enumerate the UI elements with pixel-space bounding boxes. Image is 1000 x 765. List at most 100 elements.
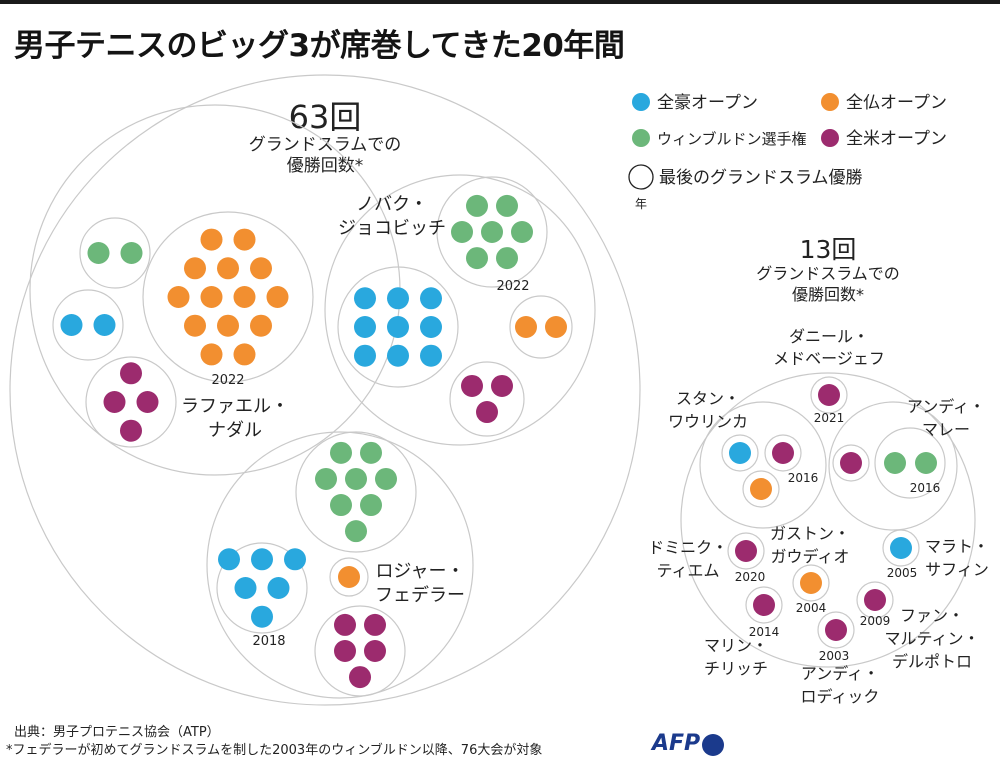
- title-dot-us-thiem: [735, 540, 757, 562]
- title-dot-us-nadal: [103, 391, 126, 413]
- player-name-line1: ファン・: [900, 606, 964, 625]
- player-name-line2: チリッチ: [704, 659, 768, 678]
- title-dot-aus-federer: [218, 548, 240, 571]
- legend-label-fr: 全仏オープン: [846, 93, 947, 113]
- player-ring-gaudio: [792, 564, 830, 602]
- player-name-line2: サフィン: [925, 560, 989, 579]
- big3-total-count: 63回: [289, 98, 362, 136]
- surface-ring: [832, 444, 870, 482]
- title-dot-aus-nadal: [60, 314, 83, 336]
- big3-outer-circle: [9, 74, 641, 706]
- title-dot-us-federer: [334, 640, 356, 662]
- player-name-line1: ダニール・: [789, 327, 869, 346]
- title-dot-fr-nadal: [200, 228, 223, 251]
- title-dot-us-murray: [840, 452, 862, 474]
- player-name-line1: ノバク・: [356, 194, 428, 215]
- legend-label-aus: 全豪オープン: [657, 92, 758, 113]
- title-dot-wim-djokovic: [511, 221, 533, 243]
- surface-ring: [764, 434, 802, 472]
- player-group-thiem: 2020 ドミニク・ ティエム: [648, 532, 766, 584]
- title-dot-aus-federer: [234, 577, 257, 599]
- surface-ring: [337, 266, 459, 388]
- surface-ring: [509, 295, 573, 359]
- title-dot-us-wawrinka: [772, 442, 794, 464]
- title-dot-us-djokovic: [491, 374, 513, 397]
- title-dot-aus-wawrinka: [729, 442, 751, 464]
- title-dot-fr-federer: [338, 566, 360, 588]
- title-dot-us-delpotro: [864, 589, 886, 611]
- last-win-year: 2009: [860, 614, 891, 628]
- surface-ring: [874, 427, 946, 499]
- title-dot-wim-djokovic: [496, 194, 518, 217]
- last-win-year: 2003: [819, 649, 850, 663]
- title-dot-wim-federer: [330, 441, 352, 464]
- surface-ring: [329, 557, 369, 597]
- player-group-federer: 2018 ロジャー・ フェデラー: [206, 431, 474, 699]
- player-name-line3: デルポトロ: [892, 652, 972, 671]
- player-name-line1: ガストン・: [770, 524, 850, 543]
- player-ring-medvedev: [810, 376, 848, 414]
- title-dot-wim-nadal: [120, 242, 143, 264]
- player-ring-delpotro: [856, 581, 894, 619]
- player-ring-djokovic: [324, 174, 596, 446]
- surface-ring: [85, 356, 177, 448]
- source-note: 出典：男子プロテニス協会（ATP）: [14, 725, 220, 740]
- title-dot-aus-djokovic: [354, 344, 376, 367]
- surface-ring: [436, 176, 548, 288]
- player-name-line2: フェデラー: [375, 585, 465, 606]
- player-name-line2: メドベージェフ: [773, 349, 885, 368]
- surface-ring: [295, 431, 417, 553]
- title-dot-wim-djokovic: [481, 221, 503, 243]
- player-ring-wawrinka: [699, 401, 827, 529]
- last-win-year: 2021: [814, 411, 845, 425]
- player-group-djokovic: 2022 ノバク・ ジョコビッチ: [324, 174, 596, 446]
- surface-ring: [79, 217, 151, 289]
- player-name-line2: ロディック: [801, 687, 880, 706]
- surface-ring: [314, 605, 406, 697]
- title-dot-fr-nadal: [233, 228, 256, 251]
- player-name-line1: アンディ・: [801, 664, 879, 683]
- afp-logo-dot: [702, 734, 724, 756]
- title-dot-wim-federer: [330, 494, 352, 517]
- title-dot-aus-djokovic: [354, 287, 376, 310]
- title-dot-us-federer: [364, 640, 386, 662]
- title-dot-aus-djokovic: [387, 316, 409, 338]
- big3-total-line1: グランドスラムでの: [249, 135, 402, 155]
- title-dot-wim-djokovic: [466, 247, 488, 270]
- last-win-year: 2022: [496, 279, 529, 294]
- surface-ring: [721, 434, 759, 472]
- last-win-year: 2016: [788, 471, 819, 485]
- player-group-wawrinka: 2016 スタン・ ワウリンカ: [668, 389, 827, 529]
- player-group-medvedev: 2021 ダニール・ メドベージェフ: [773, 327, 885, 425]
- others-total-line2: 優勝回数*: [792, 285, 864, 304]
- title-dot-fr-nadal: [184, 314, 206, 337]
- player-ring-murray: [828, 401, 958, 531]
- player-group-nadal: 2022 ラファエル・ ナダル: [29, 104, 401, 476]
- title-dot-fr-djokovic: [545, 316, 567, 338]
- title-dot-wim-federer: [360, 441, 382, 464]
- title-dot-us-federer: [364, 613, 386, 636]
- player-name-line1: マラト・: [925, 537, 989, 556]
- legend-swatch-wim: [632, 129, 650, 147]
- title-dot-fr-nadal: [233, 286, 256, 308]
- player-name-line1: マリン・: [704, 636, 768, 655]
- title-dot-aus-djokovic: [420, 287, 442, 310]
- title-dot-aus-djokovic: [354, 316, 376, 338]
- title-dot-aus-federer: [284, 548, 306, 571]
- player-ring-safin: [882, 529, 920, 567]
- chart-title: 男子テニスのビッグ3が席巻してきた20年間: [14, 28, 625, 64]
- title-dot-fr-djokovic: [515, 316, 537, 338]
- title-dot-fr-nadal: [200, 343, 223, 366]
- player-name-line1: アンディ・: [907, 397, 985, 416]
- title-dot-us-federer: [334, 613, 356, 636]
- title-dot-wim-murray: [915, 452, 937, 474]
- last-win-year: 2020: [735, 570, 766, 584]
- others-total-count: 13回: [800, 235, 857, 264]
- player-name-line2: ティエム: [656, 561, 719, 580]
- title-dot-fr-nadal: [217, 314, 239, 337]
- surface-ring: [216, 542, 308, 634]
- title-dot-wim-federer: [315, 467, 337, 490]
- last-win-year: 2005: [887, 566, 918, 580]
- last-win-year: 2014: [749, 625, 780, 639]
- last-win-year: 2022: [211, 373, 244, 388]
